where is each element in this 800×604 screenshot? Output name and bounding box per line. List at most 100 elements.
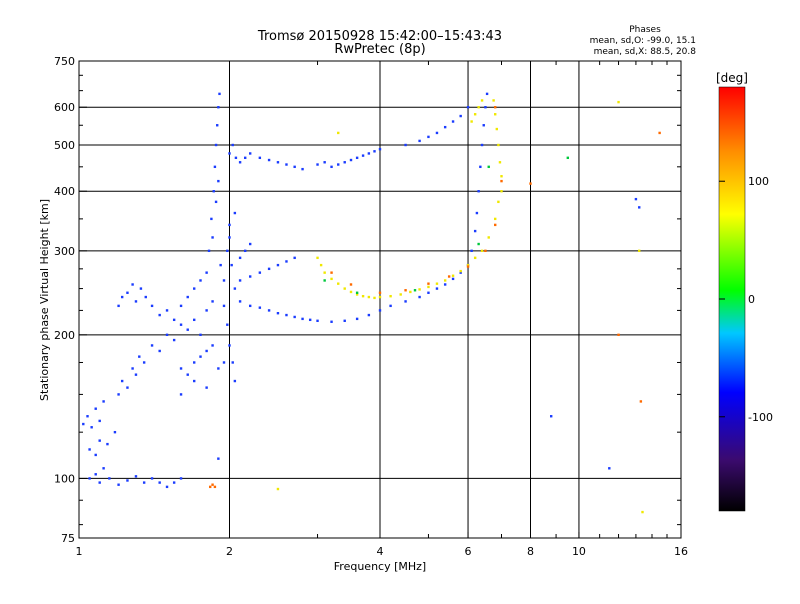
data-point (484, 249, 487, 253)
data-point (144, 295, 147, 299)
data-point (158, 349, 161, 353)
data-point (497, 200, 500, 204)
data-point (217, 367, 220, 370)
data-point (248, 242, 252, 246)
data-point (451, 274, 455, 277)
x-tick-label: 10 (572, 545, 586, 558)
data-point (487, 165, 490, 169)
data-point (226, 249, 229, 253)
data-point (102, 400, 105, 403)
phases-header: Phases (629, 25, 661, 35)
data-point (617, 333, 620, 337)
data-point (88, 477, 91, 480)
data-point (217, 457, 220, 460)
data-point (276, 311, 280, 315)
data-point (209, 485, 212, 489)
data-point (231, 143, 234, 147)
data-point (470, 249, 473, 253)
data-point (500, 179, 503, 183)
y-tick-label: 300 (54, 245, 75, 258)
data-point (150, 477, 154, 480)
data-point (349, 283, 353, 286)
data-point (378, 291, 382, 294)
data-point (466, 263, 470, 267)
data-points (82, 92, 661, 514)
data-point (634, 197, 638, 201)
x-tick-label: 6 (465, 545, 472, 558)
data-point (186, 373, 189, 376)
data-point (355, 317, 359, 321)
data-point (435, 131, 439, 135)
data-point (447, 275, 451, 278)
data-point (179, 367, 183, 370)
x-tick-label: 16 (674, 545, 688, 558)
colorbar-tick-label: 0 (748, 293, 755, 306)
data-point (451, 120, 455, 123)
data-point (165, 485, 169, 489)
data-point (361, 154, 365, 157)
data-point (258, 156, 262, 160)
y-axis-ticks: 75 100 200 300 400 500 600 750 (54, 55, 681, 545)
data-point (355, 156, 359, 160)
data-point (337, 163, 340, 166)
data-point (134, 300, 138, 303)
data-point (330, 277, 333, 281)
data-point (117, 304, 120, 308)
data-point (102, 467, 105, 470)
data-point (500, 175, 503, 178)
data-point (638, 206, 641, 209)
data-point (418, 288, 421, 291)
data-point (120, 295, 124, 299)
data-point (500, 190, 503, 193)
colorbar-ticks: 100 0 -100 (719, 175, 773, 424)
data-point (179, 323, 183, 326)
data-point (193, 361, 196, 364)
data-point (427, 285, 430, 289)
data-point (276, 263, 280, 267)
data-point (459, 271, 462, 274)
data-point (88, 448, 91, 451)
data-point (427, 291, 430, 294)
data-point (233, 287, 237, 290)
data-point (494, 113, 497, 116)
colorbar-tick-label: 100 (748, 175, 769, 188)
data-point (139, 287, 143, 290)
data-point (608, 467, 611, 470)
data-point (443, 283, 447, 286)
data-point (355, 293, 359, 296)
x-tick-label: 8 (527, 545, 534, 558)
data-point (495, 127, 499, 131)
data-point (211, 236, 214, 239)
data-point (244, 249, 247, 253)
data-point (207, 249, 211, 253)
data-point (113, 430, 117, 434)
data-point (90, 426, 93, 429)
data-point (211, 483, 214, 486)
data-point (238, 161, 242, 164)
data-point (459, 269, 462, 273)
data-point (172, 318, 176, 322)
data-point (120, 379, 124, 383)
data-point (213, 485, 217, 489)
data-point (82, 422, 85, 426)
data-point (94, 473, 97, 476)
data-point (323, 271, 326, 274)
data-point (638, 249, 641, 253)
grid (79, 61, 681, 538)
data-point (480, 99, 484, 102)
colorbar-label: [deg] (716, 71, 748, 85)
data-point (459, 114, 462, 118)
data-point (343, 287, 346, 290)
data-point (117, 483, 120, 486)
data-point (233, 211, 237, 215)
data-point (228, 152, 231, 155)
data-point (373, 150, 376, 153)
data-point (337, 131, 340, 135)
data-point (258, 306, 262, 309)
data-point (213, 165, 217, 169)
data-point (470, 120, 473, 123)
data-point (142, 361, 146, 364)
data-point (355, 291, 359, 294)
chart-title: Tromsø 20150928 15:42:00–15:43:43 (257, 29, 502, 44)
